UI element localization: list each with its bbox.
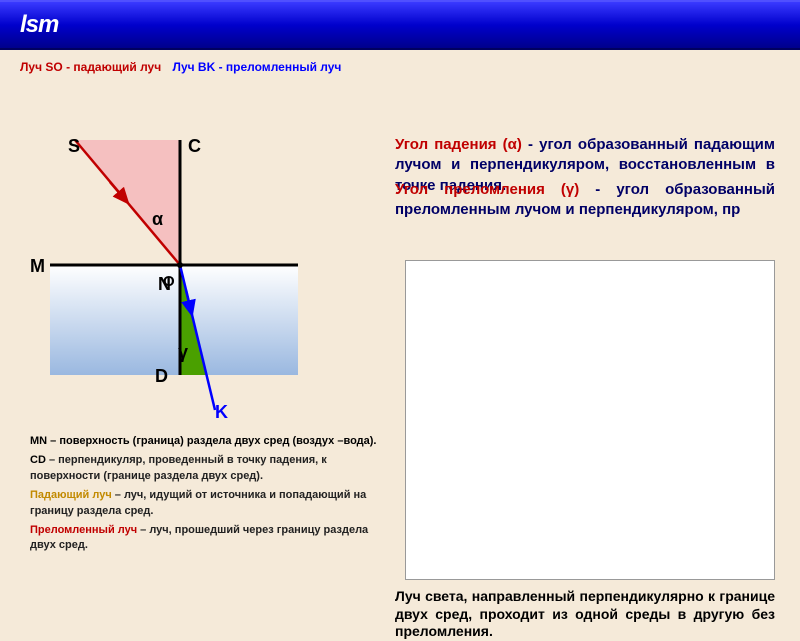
label-d: D — [155, 366, 168, 386]
caption-text: Луч света, направленный перпендикулярно … — [395, 588, 775, 641]
legend-top: Луч SO - падающий луч Луч BK - преломлен… — [20, 60, 780, 74]
diagram-svg: S C M N O D K α γ — [30, 130, 310, 420]
label-gamma: γ — [178, 342, 188, 362]
legend-bk: Луч BK - преломленный луч — [173, 60, 342, 74]
def-gamma: Угол преломления (γ) - угол образованный… — [395, 180, 775, 221]
definitions: Угол падения (α) - угол образованный пад… — [395, 135, 775, 240]
legend-list: MN – поверхность (граница) раздела двух … — [30, 430, 380, 558]
logo: lsm — [20, 11, 58, 39]
header-bar: lsm — [0, 0, 800, 50]
content: Луч SO - падающий луч Луч BK - преломлен… — [0, 50, 800, 600]
point-o — [177, 262, 183, 268]
legend-falling-ray: Падающий луч – луч, идущий от источника … — [30, 488, 380, 519]
label-alpha: α — [152, 209, 163, 229]
refraction-diagram: S C M N O D K α γ — [30, 130, 310, 400]
legend-refracted-ray: Преломленный луч – луч, прошедший через … — [30, 523, 380, 554]
illustration-panel — [405, 260, 775, 580]
label-m: M — [30, 256, 45, 276]
label-c: C — [188, 136, 201, 156]
label-k: K — [215, 402, 228, 420]
legend-so: Луч SO - падающий луч — [20, 60, 161, 74]
label-o: O — [163, 273, 175, 290]
legend-mn: MN – поверхность (граница) раздела двух … — [30, 434, 380, 449]
label-s: S — [68, 136, 80, 156]
legend-cd: CD – перпендикуляр, проведенный в точку … — [30, 453, 380, 484]
